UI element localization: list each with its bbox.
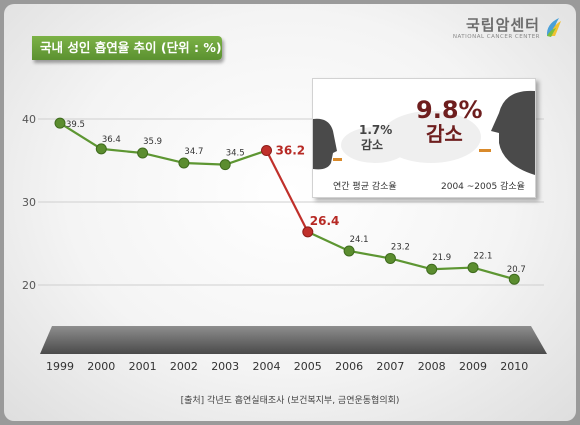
drop-decrease-value: 9.8% xyxy=(416,96,483,124)
data-point xyxy=(384,252,396,264)
logo-subtitle: NATIONAL CANCER CENTER xyxy=(452,34,540,40)
series-line-segment xyxy=(265,150,309,233)
x-tick-label: 2009 xyxy=(459,360,487,373)
data-point xyxy=(261,145,272,157)
x-tick-label: 2002 xyxy=(170,360,198,373)
chart-card: 국내 성인 흡연율 추이 (단위 : %) 국립암센터 NATIONAL CAN… xyxy=(4,4,576,421)
inset-illustration xyxy=(313,90,535,175)
series-line-segment xyxy=(224,149,267,166)
data-label: 21.9 xyxy=(432,253,451,263)
drop-decrease-word: 감소 xyxy=(426,122,463,146)
data-label: 34.5 xyxy=(226,149,245,159)
data-point xyxy=(178,157,190,169)
data-label: 24.1 xyxy=(350,235,369,245)
right-smoke-cloud xyxy=(381,111,481,163)
data-label: 36.4 xyxy=(102,135,121,145)
x-tick-label: 2005 xyxy=(294,360,322,373)
average-decrease-caption: 연간 평균 감소율 xyxy=(333,182,397,192)
data-label: 34.7 xyxy=(184,147,203,157)
decrease-inset: 1.7% 감소 9.8% 감소 연간 평균 감소율 2004 ~2005 감소율 xyxy=(312,78,536,198)
x-tick-label: 2001 xyxy=(129,360,157,373)
source-note: [출처] 각년도 흡연실태조사 (보건복지부, 금연운동협의회) xyxy=(180,396,400,406)
data-point xyxy=(508,273,520,285)
left-face-icon xyxy=(313,118,337,170)
data-point xyxy=(302,226,314,238)
right-face-icon xyxy=(491,90,535,175)
logo-name: 국립암센터 xyxy=(465,16,540,34)
data-label: 22.1 xyxy=(474,252,493,262)
data-point xyxy=(219,159,231,171)
series-line-segment xyxy=(431,266,474,271)
data-point xyxy=(343,245,355,257)
data-label: 20.7 xyxy=(507,265,526,275)
series-line-segment xyxy=(183,161,226,166)
x-tick-label: 2008 xyxy=(418,360,446,373)
average-decrease-word: 감소 xyxy=(361,138,384,152)
logo: 국립암센터 NATIONAL CANCER CENTER xyxy=(452,14,562,54)
x-tick-label: 2010 xyxy=(500,360,528,373)
chart-title: 국내 성인 흡연율 추이 (단위 : %) xyxy=(32,36,222,60)
leaf-logo-icon xyxy=(546,18,561,37)
series-line-segment xyxy=(59,122,102,150)
drop-decrease-caption: 2004 ~2005 감소율 xyxy=(441,182,525,192)
y-tick-label: 30 xyxy=(22,196,36,209)
x-tick-label: 2000 xyxy=(87,360,115,373)
data-point xyxy=(54,117,66,129)
data-point xyxy=(95,143,107,155)
series-line-segment xyxy=(101,147,143,155)
x-tick-label: 2003 xyxy=(211,360,239,373)
data-label: 26.4 xyxy=(310,214,340,228)
series-line-segment xyxy=(348,249,391,260)
data-point xyxy=(467,262,479,274)
line-chart: 40 30 20 39.5 36.4 35.9 34.7 34.5 36.2 26.4 24.1 2… xyxy=(22,113,547,373)
series-line-segment xyxy=(390,257,432,271)
data-label: 23.2 xyxy=(391,242,410,252)
data-label: 36.2 xyxy=(276,144,306,158)
left-cigarette-icon xyxy=(333,158,342,161)
x-tick-label: 1999 xyxy=(46,360,74,373)
data-point xyxy=(426,263,438,275)
data-point xyxy=(137,147,149,159)
x-tick-label: 2004 xyxy=(253,360,281,373)
y-tick-label: 40 xyxy=(22,113,36,126)
series-line-segment xyxy=(472,266,515,281)
average-decrease-value: 1.7% xyxy=(359,123,393,137)
axis-base-shelf xyxy=(40,326,547,354)
series-line-segment xyxy=(142,151,185,165)
x-tick-label: 2006 xyxy=(335,360,363,373)
right-cigarette-icon xyxy=(479,149,491,152)
x-tick-label: 2007 xyxy=(376,360,404,373)
series-line-segment xyxy=(307,230,350,252)
data-label: 39.5 xyxy=(66,120,85,130)
data-label: 35.9 xyxy=(143,137,162,147)
y-tick-label: 20 xyxy=(22,279,36,292)
